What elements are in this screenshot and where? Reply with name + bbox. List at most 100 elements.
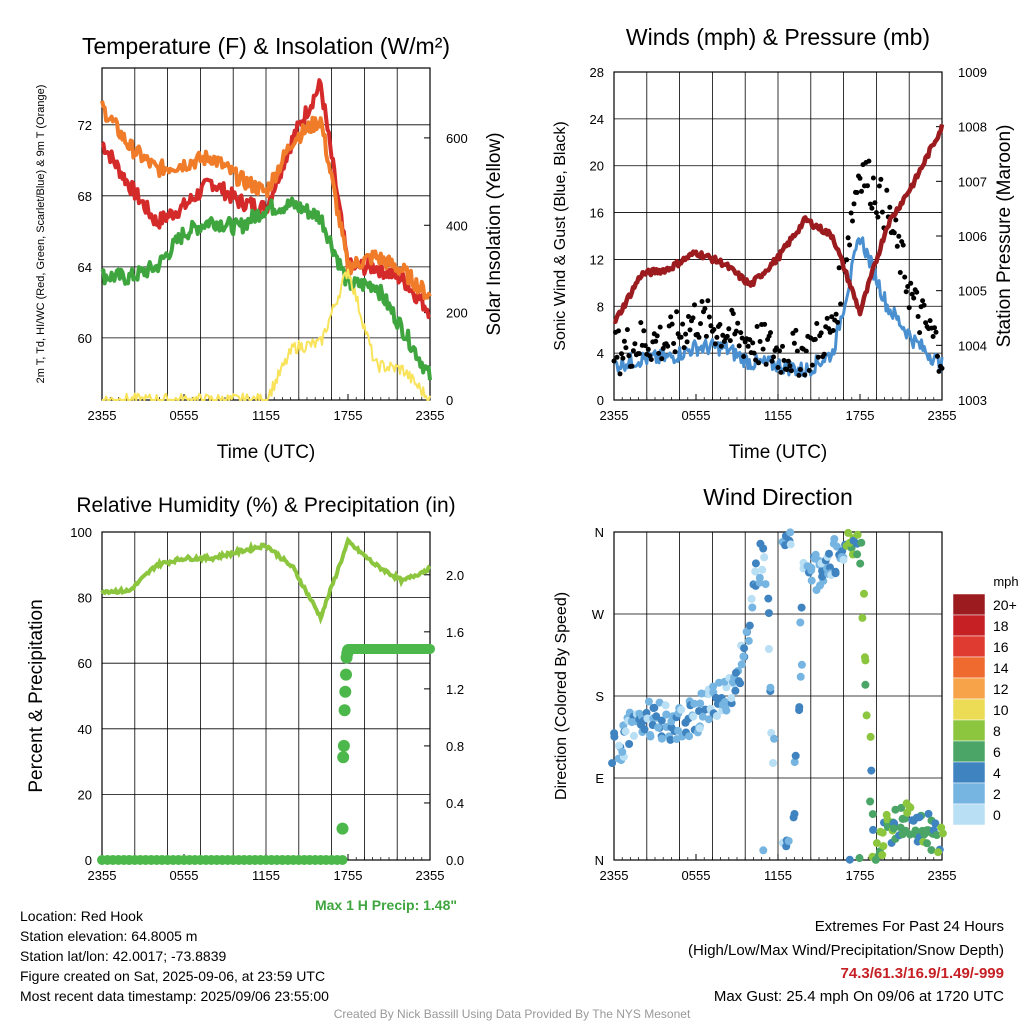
dir-point [770, 734, 779, 743]
legend-label: 12 [993, 681, 1009, 697]
dir-point [758, 565, 767, 574]
wind-gust-point [705, 298, 711, 304]
wind-gust-point [865, 183, 870, 189]
precip-point [339, 685, 352, 698]
dir-point [855, 854, 864, 863]
rh-y2tick-label: 0.0 [446, 853, 464, 868]
dir-point [689, 712, 698, 721]
temp-y2tick-label: 600 [446, 131, 468, 146]
wind-gust-point [933, 329, 939, 335]
dir-point [879, 842, 888, 851]
wind-gust-point [726, 326, 732, 332]
wind-gust-point [745, 343, 751, 349]
dir-point [857, 538, 866, 547]
temp-ylabel: 2m T, Td, HI/WC (Red, Green, Scarlet/Blu… [35, 85, 47, 384]
wind-gust-point [763, 361, 769, 367]
wind-ytick-label: 16 [590, 206, 604, 221]
rh-ytick-label: 40 [78, 722, 92, 737]
dir-ytick-label: W [592, 607, 605, 622]
wind-gust-point [681, 345, 687, 351]
wind-gust-point [784, 367, 790, 373]
wind-gust-point [891, 230, 897, 236]
extremes-title: Extremes For Past 24 Hours [814, 918, 1004, 935]
temp-xtick-label: 2355 [416, 408, 445, 423]
dir-ytick-label: E [595, 771, 604, 786]
wind-gust-point [815, 354, 821, 360]
legend-swatch [952, 782, 986, 805]
wind-ylabel: Sonic Wind & Gust (Blue, Black) [552, 121, 569, 350]
wind-y2tick-label: 1005 [958, 284, 987, 299]
rh-ytick-label: 0 [85, 853, 92, 868]
legend-label: 14 [993, 660, 1009, 676]
wind-gust-point [838, 301, 844, 307]
credit-line: Created By Nick Bassill Using Data Provi… [333, 1007, 691, 1021]
wind-gust-point [921, 302, 927, 308]
dir-point [797, 603, 806, 612]
temp-xtick-label: 1155 [252, 408, 280, 423]
dir-point [695, 724, 704, 733]
footer-location: Location: Red Hook [20, 908, 143, 924]
dir-ylabel: Direction (Colored By Speed) [553, 592, 570, 800]
temp-series-line [100, 100, 432, 301]
precip-point [337, 855, 348, 865]
dir-point [652, 712, 661, 721]
rh-ylabel: Percent & Precipitation [26, 599, 47, 792]
wind-gust-point [750, 340, 756, 346]
dir-point [709, 682, 718, 691]
wind-gust-point [821, 351, 827, 357]
rh-title: Relative Humidity (%) & Precipitation (i… [76, 494, 455, 517]
wind-gust-point [747, 337, 753, 343]
wind-gust-point [671, 341, 677, 346]
dir-point [674, 726, 683, 735]
dir-point [610, 732, 619, 741]
precip-point [340, 668, 352, 681]
wind-gust-point [875, 214, 881, 220]
dir-point [861, 656, 870, 665]
dir-point [615, 741, 623, 750]
wind-gust-point [894, 243, 900, 249]
wind-title: Winds (mph) & Pressure (mb) [626, 24, 930, 50]
rh-ytick-label: 100 [70, 525, 92, 540]
dir-point [797, 660, 806, 669]
wind-gust-point [844, 257, 850, 263]
wind-gust-point [878, 176, 884, 182]
legend-unit: mph [993, 574, 1018, 589]
dir-point [932, 831, 941, 839]
wind-gust-point [699, 299, 705, 304]
wind-gust-point [703, 333, 709, 339]
footer-latlon: Station lat/lon: 42.0017; -73.8839 [20, 948, 227, 964]
wind-gust-point [768, 330, 773, 336]
wind-xtick-label: 1755 [846, 408, 875, 423]
dir-point [764, 645, 773, 653]
wind-gust-point [796, 372, 802, 378]
wind-y2tick-label: 1009 [958, 65, 987, 80]
extremes-values: 74.3/61.3/16.9/1.49/-999 [840, 965, 1004, 982]
legend-swatch [952, 614, 986, 637]
wind-gust-point [619, 351, 624, 357]
dir-point [786, 540, 795, 549]
wind-gust-point [738, 330, 744, 336]
wind-gust-point [698, 321, 703, 327]
wind-gust-point [829, 314, 835, 320]
footer-elevation: Station elevation: 64.8005 m [20, 928, 198, 944]
wind-gust-point [835, 319, 841, 325]
legend-label: 4 [993, 765, 1001, 781]
wind-gust-point [657, 324, 663, 330]
dir-point [751, 559, 760, 568]
dir-point [751, 567, 760, 576]
dir-point [790, 810, 799, 818]
precip-point [336, 822, 349, 835]
dir-point [862, 711, 871, 720]
wind-xlabel: Time (UTC) [729, 442, 828, 463]
temp-y2label: Solar Insolation (Yellow) [484, 132, 505, 335]
rh-precip-annotation: Max 1 H Precip: 1.48" [315, 897, 457, 913]
precip-point [338, 704, 351, 717]
dir-point [727, 694, 736, 703]
wind-gust-point [735, 320, 741, 326]
wind-gust-point [787, 363, 793, 369]
wind-gust-point [909, 291, 915, 297]
dir-point [677, 705, 686, 714]
temp-xlabel: Time (UTC) [217, 442, 316, 463]
dir-point [657, 734, 666, 743]
wind-gust-point [791, 340, 797, 346]
